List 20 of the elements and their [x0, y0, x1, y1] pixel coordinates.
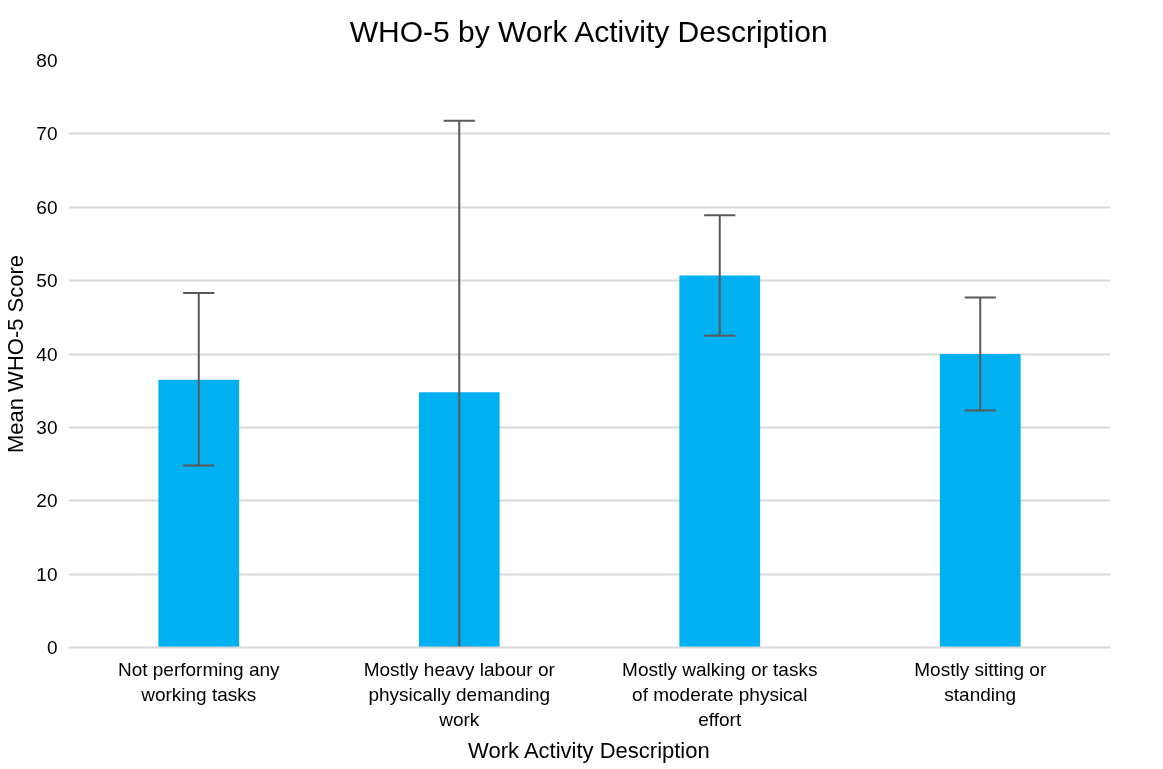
y-axis-title: Mean WHO-5 Score — [3, 254, 29, 454]
chart-title: WHO-5 by Work Activity Description — [349, 15, 828, 48]
y-tick-label: 50 — [36, 270, 58, 292]
x-tick-label: Mostly sitting or standing — [914, 658, 1047, 705]
y-tick-label: 30 — [36, 416, 58, 438]
y-tick-label: 10 — [36, 563, 58, 585]
y-tick-label: 20 — [36, 490, 58, 512]
x-axis-title: Work Activity Description — [468, 737, 710, 763]
bar — [679, 275, 761, 648]
y-tick-label: 0 — [46, 637, 58, 658]
y-tick-label: 60 — [36, 196, 58, 218]
y-tick-label: 40 — [36, 343, 58, 365]
bar — [418, 392, 500, 648]
bar — [158, 379, 240, 648]
y-tick-label: 70 — [36, 123, 58, 145]
x-tick-label: Mostly walking or tasks of moderate physical effort — [622, 658, 818, 730]
y-tick-label: 80 — [36, 50, 58, 71]
x-tick-label: Not performing any working tasks — [117, 658, 281, 705]
x-tick-label: Mostly heavy labour or physically demanding work — [363, 658, 556, 730]
bar — [939, 354, 1021, 648]
